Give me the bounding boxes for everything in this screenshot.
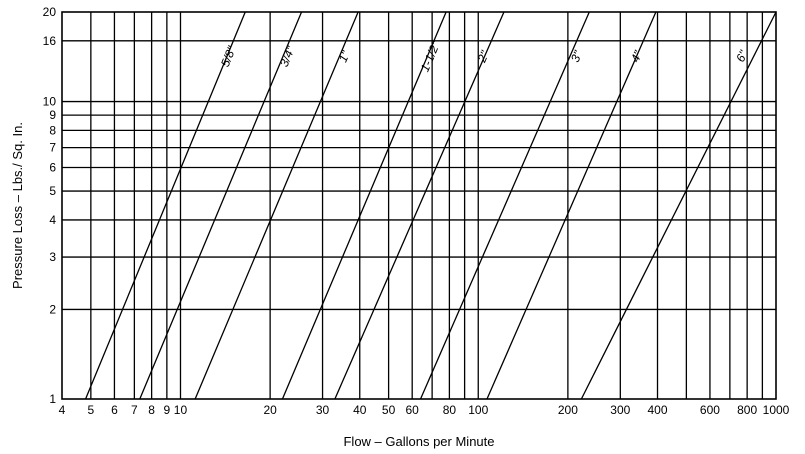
y-tick-label: 7 <box>49 141 56 155</box>
x-axis-label: Flow – Gallons per Minute <box>343 434 494 449</box>
x-tick-label: 9 <box>164 403 171 417</box>
series-lines <box>84 11 777 400</box>
series-labels: 5/8" 3/4" 1" 1-1/2" 2" 3" 4" 6" <box>218 39 751 74</box>
series-line <box>281 11 447 400</box>
y-tick-label: 10 <box>43 95 57 109</box>
grid <box>62 12 776 399</box>
x-tick-label: 200 <box>558 403 578 417</box>
x-tick-label: 100 <box>468 403 488 417</box>
series-line <box>139 11 303 400</box>
x-tick-label: 300 <box>610 403 630 417</box>
x-tick-label: 20 <box>263 403 277 417</box>
y-tick-label: 6 <box>49 161 56 175</box>
series-label: 5/8" <box>218 44 239 69</box>
series-line <box>580 11 777 400</box>
y-axis-label: Pressure Loss – Lbs./ Sq. In. <box>10 122 25 289</box>
x-tick-label: 60 <box>406 403 420 417</box>
x-tick-label: 40 <box>353 403 367 417</box>
series-label: 1-1/2" <box>418 39 443 74</box>
x-tick-label: 80 <box>443 403 457 417</box>
x-tick-label: 10 <box>174 403 188 417</box>
x-tick-label: 50 <box>382 403 396 417</box>
series-line <box>419 11 590 400</box>
series-line <box>194 11 359 400</box>
y-tick-label: 9 <box>49 108 56 122</box>
series-label: 3" <box>568 48 585 64</box>
series-label: 6" <box>733 48 751 65</box>
series-line <box>486 11 657 400</box>
series-line <box>334 11 505 400</box>
series-label: 4" <box>628 48 646 64</box>
y-tick-label: 4 <box>49 213 56 227</box>
x-tick-label: 30 <box>316 403 330 417</box>
y-tick-label: 16 <box>43 34 57 48</box>
x-tick-label: 400 <box>647 403 667 417</box>
x-tick-label: 1000 <box>763 403 790 417</box>
y-tick-label: 8 <box>49 123 56 137</box>
series-label: 1" <box>336 48 353 64</box>
series-label: 3/4" <box>277 43 298 68</box>
x-tick-label: 800 <box>737 403 757 417</box>
y-tick-label: 2 <box>49 302 56 316</box>
y-tick-label: 3 <box>49 250 56 264</box>
x-tick-label: 600 <box>700 403 720 417</box>
x-tick-label: 6 <box>111 403 118 417</box>
y-tick-label: 5 <box>49 184 56 198</box>
series-line <box>84 11 246 400</box>
x-tick-label: 8 <box>148 403 155 417</box>
x-tick-label: 5 <box>88 403 95 417</box>
x-tick-label: 7 <box>131 403 138 417</box>
x-tick-labels: 4 5 6 7 8 9 10 20 30 40 50 60 80 100 200 300 400 600 800 10… <box>59 403 790 417</box>
x-tick-label: 4 <box>59 403 66 417</box>
y-tick-label: 20 <box>43 5 57 19</box>
y-tick-label: 1 <box>49 392 56 406</box>
plot-frame <box>61 11 777 400</box>
series-label: 2" <box>474 48 492 65</box>
